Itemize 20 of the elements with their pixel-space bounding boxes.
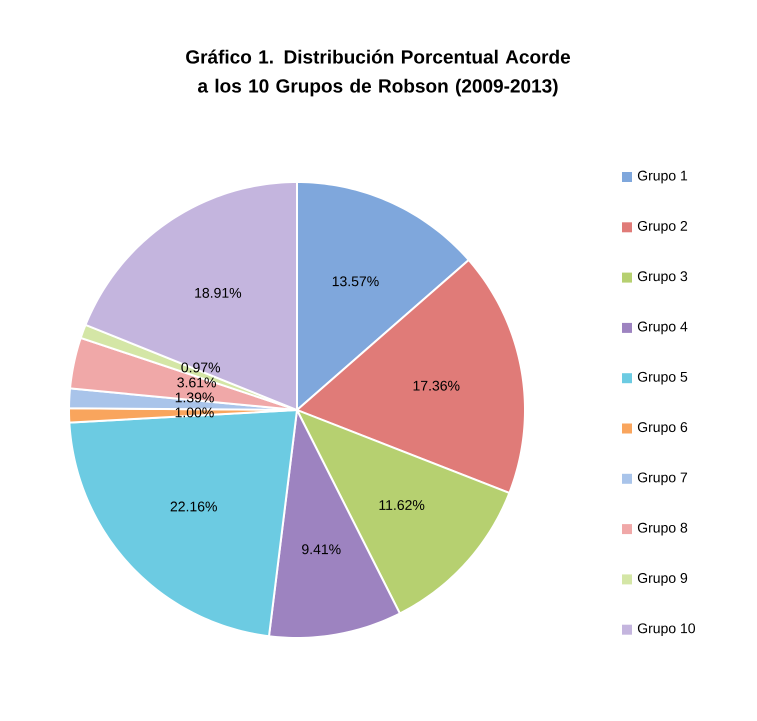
legend-label: Grupo 9	[638, 573, 688, 586]
legend-label: Grupo 2	[638, 220, 688, 234]
legend-label: Grupo 4	[638, 322, 688, 334]
data-label: 17.36%	[414, 380, 460, 391]
legend-label: Grupo 3	[638, 271, 688, 284]
data-label: 0.97%	[181, 362, 220, 372]
legend-label: Grupo 8	[638, 522, 688, 536]
legend-label: Grupo 6	[638, 422, 688, 435]
legend-label: Grupo 5	[638, 372, 688, 385]
data-label: 9.41%	[302, 544, 341, 554]
data-label: 11.62%	[379, 500, 424, 510]
data-label: 1.39%	[176, 392, 214, 402]
legend-label: Grupo 10	[638, 623, 695, 636]
data-label: 18.91%	[195, 288, 242, 298]
legend-label: Grupo 7	[638, 472, 688, 486]
legend-label: Grupo 1	[638, 170, 688, 184]
data-label: 22.16%	[170, 502, 217, 512]
data-label: 3.61%	[177, 377, 216, 388]
chart-title: Gráfico 1. Distribución Porcentual Acorde a los 10 Grupos de Robson (2009-2013)	[186, 50, 570, 96]
data-label: 13.57%	[332, 276, 379, 286]
